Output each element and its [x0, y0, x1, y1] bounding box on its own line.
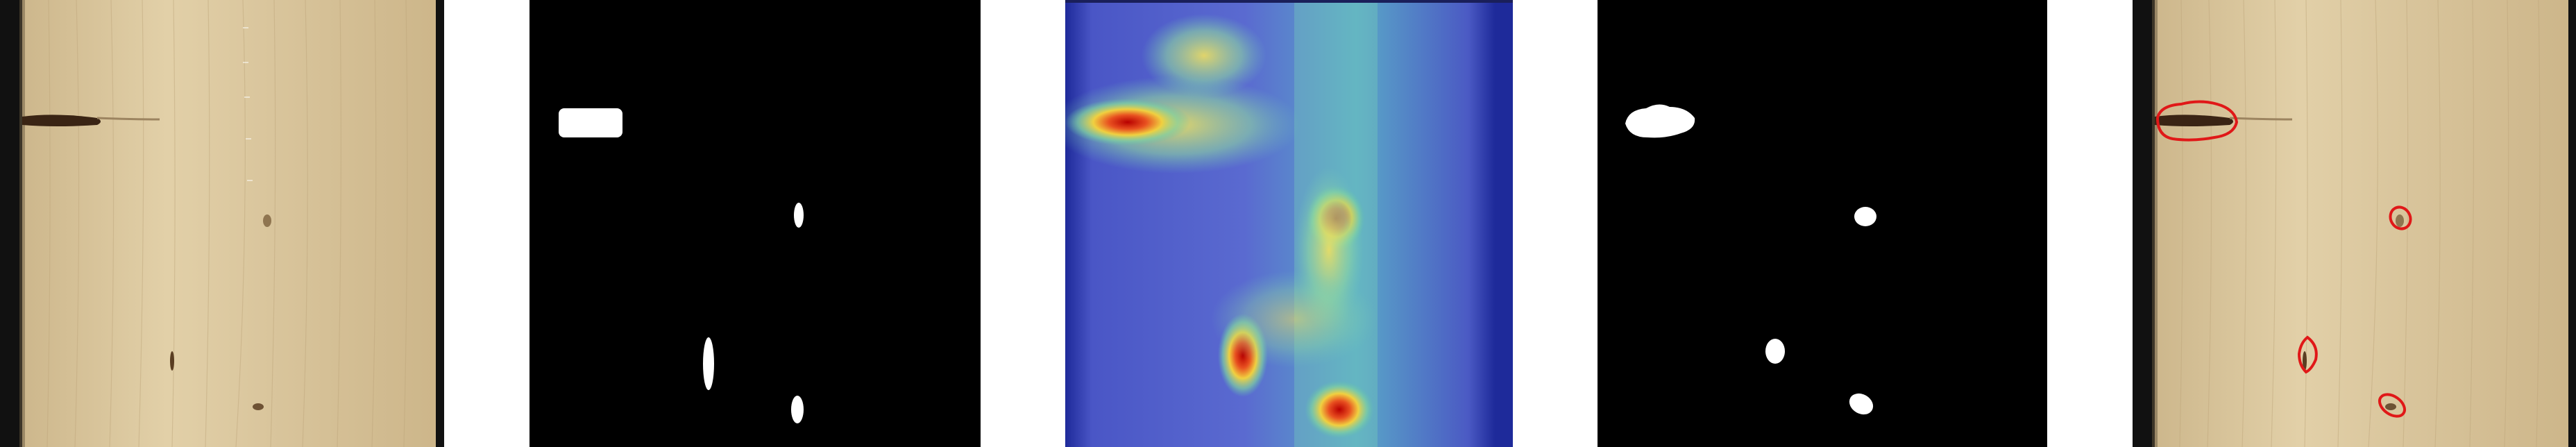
input-image — [0, 0, 444, 447]
ground-truth-mask — [529, 0, 981, 447]
mask-region — [1625, 104, 1695, 138]
mask-region — [559, 108, 622, 137]
predicted-mask — [1598, 0, 2047, 447]
attention-heatmap-panel — [1065, 0, 1513, 447]
overlay-result-panel — [2133, 0, 2576, 447]
mask-region — [794, 203, 804, 228]
mask-region — [791, 396, 804, 423]
input-image-panel — [0, 0, 444, 447]
contour — [2155, 100, 2239, 142]
predicted-mask-panel — [1598, 0, 2047, 447]
attention-heatmap — [1065, 0, 1513, 447]
mask-region — [1854, 207, 1876, 226]
contour — [2389, 205, 2412, 230]
overlay-result — [2133, 0, 2576, 447]
mask-region — [703, 337, 714, 390]
ground-truth-mask-panel — [529, 0, 981, 447]
contour — [2378, 393, 2407, 418]
mask-region — [1849, 393, 1874, 415]
mask-region — [1765, 339, 1785, 364]
contour — [2297, 335, 2318, 374]
